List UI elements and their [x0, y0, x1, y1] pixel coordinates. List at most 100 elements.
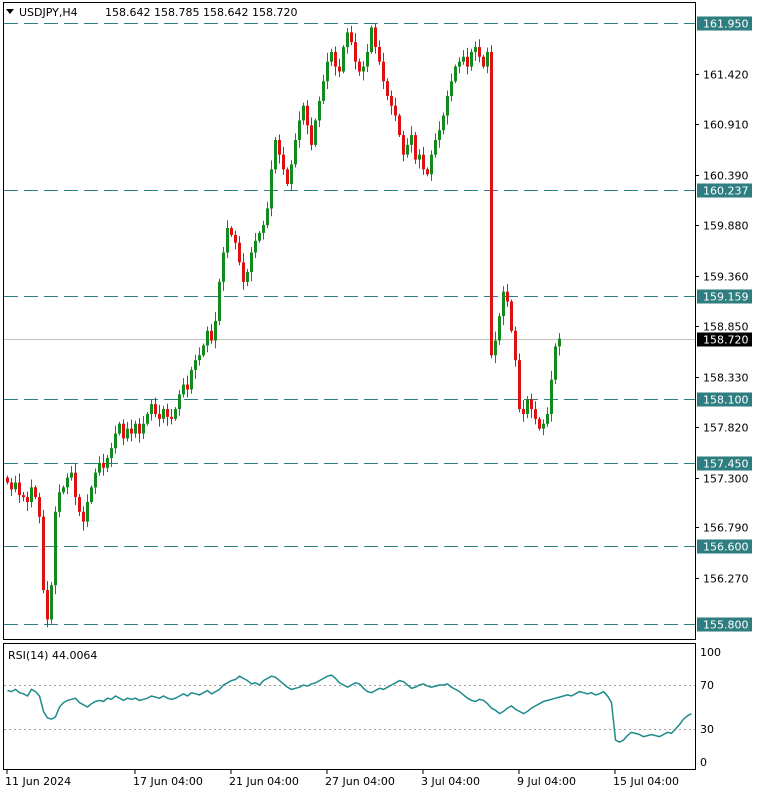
candle-body: [286, 169, 289, 185]
candle-body: [442, 115, 445, 131]
candle-body: [142, 423, 145, 434]
candle-body: [306, 105, 309, 126]
price-tick-label: 157.300: [703, 473, 749, 486]
candle-body: [526, 399, 529, 414]
candle-body: [538, 418, 541, 429]
price-tick-label: 156.790: [703, 522, 749, 535]
price-tick-label: 161.420: [703, 69, 749, 82]
candle-body: [278, 139, 281, 155]
candle-body: [274, 139, 277, 170]
candle-body: [54, 511, 57, 586]
dropdown-triangle-icon[interactable]: [6, 9, 14, 14]
candle-body: [426, 169, 429, 175]
level-label: 160.237: [703, 185, 749, 198]
candle-body: [414, 135, 417, 160]
candle-body: [98, 462, 101, 473]
candle-body: [370, 27, 373, 52]
level-badge: [697, 183, 752, 198]
candle-body: [238, 242, 241, 263]
candle-body: [62, 487, 65, 493]
candle-body: [94, 472, 97, 488]
rsi-indicator: 100 70 30 0: [4, 646, 721, 769]
candle-body: [114, 433, 117, 449]
candle-body: [362, 66, 365, 72]
price-tick-label: 157.820: [703, 422, 749, 435]
candle-body: [430, 154, 433, 175]
candle-body: [218, 281, 221, 321]
candle-body: [466, 56, 469, 67]
candle-body: [50, 585, 53, 620]
time-tick-label: 3 Jul 04:00: [421, 775, 480, 788]
candle-body: [210, 330, 213, 341]
candle-body: [510, 301, 513, 331]
rsi-tick-label: 30: [700, 723, 714, 736]
current-price-label: 158.720: [703, 334, 749, 347]
candle-body: [74, 472, 77, 498]
candle-body: [190, 369, 193, 390]
candle-body: [350, 32, 353, 43]
candle-body: [518, 360, 521, 410]
time-tick-label: 15 Jul 04:00: [613, 775, 679, 788]
candle-body: [502, 291, 505, 317]
time-tick-label: 21 Jun 04:00: [229, 775, 299, 788]
candle-body: [302, 105, 305, 121]
candle-body: [522, 409, 525, 414]
candle-body: [178, 394, 181, 410]
candle-body: [82, 511, 85, 522]
candle-body: [38, 497, 41, 517]
candle-body: [42, 516, 45, 591]
candle-body: [174, 409, 177, 419]
candle-body: [546, 413, 549, 424]
candle-body: [394, 105, 397, 116]
time-axis: 11 Jun 2024 17 Jun 04:00 21 Jun 04:00 27 Ju…: [5, 770, 679, 788]
candle-body: [66, 477, 69, 488]
candle-body: [486, 51, 489, 67]
candle-body: [530, 399, 533, 410]
candle-body: [194, 360, 197, 370]
candle-body: [314, 120, 317, 145]
candle-body: [234, 234, 237, 243]
candle-body: [78, 497, 81, 512]
candle-body: [550, 379, 553, 414]
candle-body: [26, 497, 29, 503]
candle-body: [150, 404, 153, 414]
rsi-line: [7, 674, 692, 744]
candle-body: [122, 423, 125, 439]
candle-body: [382, 61, 385, 82]
candle-body: [182, 384, 185, 395]
candle-body: [70, 472, 73, 478]
time-tick-label: 17 Jun 04:00: [133, 775, 203, 788]
candle-body: [514, 330, 517, 361]
candle-body: [102, 462, 105, 468]
candle-body: [366, 51, 369, 67]
price-tick-label: 159.880: [703, 220, 749, 233]
candle-body: [422, 154, 425, 170]
symbol-label: USDJPY,H4: [19, 6, 78, 19]
candle-body: [170, 416, 173, 419]
level-badge: [697, 392, 752, 407]
candle-body: [342, 47, 345, 72]
candle-body: [490, 51, 493, 356]
candle-body: [86, 502, 89, 522]
candle-body: [266, 208, 269, 226]
candle-body: [58, 492, 61, 512]
candle-body: [406, 144, 409, 155]
rsi-tick-label: 100: [700, 646, 721, 659]
candle-body: [290, 164, 293, 185]
price-tick-label: 160.910: [703, 119, 749, 132]
candle-body: [434, 139, 437, 155]
candle-body: [106, 457, 109, 468]
candle-body: [262, 225, 265, 233]
candle-body: [6, 477, 9, 483]
candle-body: [542, 423, 545, 429]
rsi-panel: [3, 643, 696, 770]
price-tick-label: 158.850: [703, 321, 749, 334]
candle-body: [298, 120, 301, 140]
candle-body: [554, 346, 557, 380]
candle-body: [478, 47, 481, 57]
level-label: 156.600: [703, 541, 749, 554]
candle-body: [374, 27, 377, 48]
candle-body: [402, 135, 405, 155]
candle-body: [14, 482, 17, 490]
